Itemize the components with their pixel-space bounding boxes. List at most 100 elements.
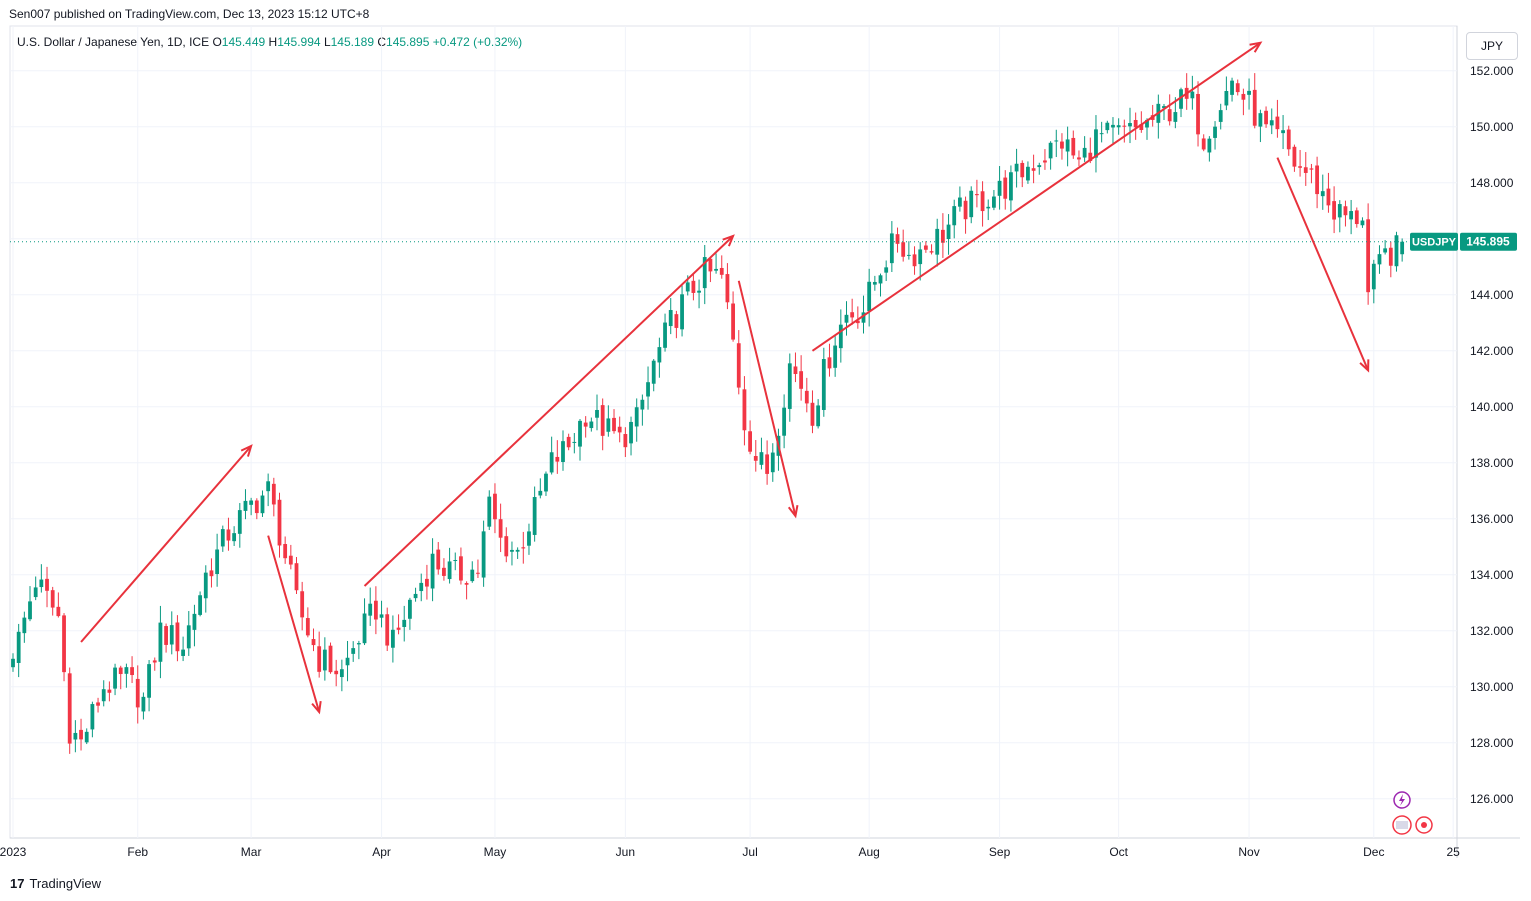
x-tick-label: Sep — [989, 845, 1011, 859]
candle — [271, 477, 276, 517]
candles — [11, 73, 1405, 754]
candle — [1235, 79, 1240, 96]
candle-body — [305, 618, 310, 636]
candle — [425, 564, 429, 600]
candle — [629, 416, 633, 456]
candle-body — [617, 426, 622, 433]
candle — [328, 642, 333, 674]
candle-body — [220, 529, 225, 547]
candle — [1230, 77, 1234, 102]
candle-body — [1207, 138, 1212, 153]
candle — [1077, 150, 1081, 167]
candle — [1122, 119, 1127, 143]
candle-body — [578, 420, 582, 447]
candle — [1218, 103, 1223, 130]
candle-body — [855, 320, 860, 324]
candle — [1003, 170, 1008, 210]
plot-frame — [9, 25, 1458, 839]
candle — [1196, 81, 1200, 147]
candle-body — [152, 660, 157, 663]
price-tag-symbol-box — [1410, 232, 1458, 251]
candle-body — [1241, 93, 1246, 100]
candle — [821, 347, 826, 417]
candle-body — [11, 658, 15, 668]
arrowhead — [1249, 41, 1263, 53]
candle-body — [107, 689, 112, 693]
candle — [1360, 217, 1365, 228]
candle — [436, 542, 441, 575]
candle — [787, 353, 792, 422]
candle-body — [1269, 120, 1274, 126]
candle — [1298, 149, 1302, 177]
candle-body — [249, 500, 254, 505]
candle — [1383, 240, 1388, 255]
candle-body — [464, 583, 469, 585]
candle — [640, 394, 645, 426]
candle-body — [62, 615, 66, 673]
candle-body — [1224, 90, 1229, 106]
candle-body — [793, 366, 798, 375]
candle — [1343, 200, 1348, 227]
candle-body — [79, 729, 83, 740]
arrowhead — [722, 234, 735, 247]
candle — [96, 697, 100, 713]
candle-body — [1332, 201, 1337, 220]
candle-body — [940, 229, 945, 243]
candle — [1349, 199, 1354, 235]
candle — [595, 394, 599, 431]
candle-body — [572, 441, 577, 443]
trend-arrows — [80, 41, 1370, 715]
jp-flag-dot — [1421, 822, 1427, 828]
symbol-name: U.S. Dollar / Japanese Yen, 1D, ICE — [17, 35, 210, 49]
y-tick-label: 136.000 — [1470, 512, 1514, 526]
candle — [1065, 126, 1070, 167]
candle — [1156, 94, 1161, 139]
candle — [753, 439, 758, 472]
candle — [827, 343, 832, 377]
candle-body — [1094, 129, 1098, 158]
candle — [589, 417, 594, 432]
candle-body — [1196, 93, 1200, 135]
candle-body — [1065, 139, 1070, 152]
candle — [317, 631, 322, 678]
candle-body — [322, 649, 327, 671]
candle — [209, 558, 214, 588]
candle — [1400, 238, 1405, 262]
arrow-shaft — [811, 41, 1261, 352]
candle-body — [237, 510, 242, 534]
candle — [16, 623, 21, 678]
candle-body — [345, 657, 350, 666]
open-label: O — [212, 35, 222, 49]
candle-body — [1275, 116, 1280, 130]
candle-body — [969, 190, 974, 218]
candle-body — [288, 555, 293, 565]
candle — [799, 355, 804, 401]
candle-body — [260, 495, 265, 514]
candle — [1031, 154, 1036, 184]
candle-body — [697, 290, 701, 293]
candle-body — [147, 664, 151, 698]
low-value: 145.189 — [330, 35, 375, 49]
candle-body — [663, 322, 667, 348]
candle — [1224, 76, 1229, 111]
candle-body — [1111, 124, 1115, 128]
candle — [935, 218, 940, 267]
candle — [447, 547, 452, 584]
x-tick-label: Apr — [372, 845, 391, 859]
candle — [28, 586, 32, 622]
currency-button[interactable]: JPY — [1466, 32, 1518, 60]
candle-body — [708, 258, 713, 272]
candle-body — [668, 310, 673, 327]
y-tick-label: 134.000 — [1470, 568, 1514, 582]
candle — [929, 244, 934, 255]
candle — [651, 359, 656, 392]
candle-body — [135, 678, 140, 708]
candle-body — [1031, 168, 1036, 171]
candle-body — [1303, 167, 1308, 173]
candle — [1247, 78, 1251, 110]
candle — [606, 405, 611, 437]
candle — [674, 310, 679, 339]
candle — [549, 436, 554, 475]
candle — [1111, 117, 1115, 144]
